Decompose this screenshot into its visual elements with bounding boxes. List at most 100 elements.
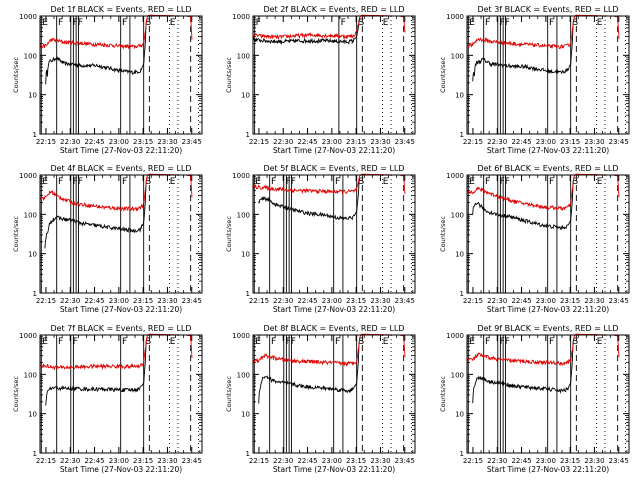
x-tick-label: 22:45 (297, 297, 317, 305)
x-tick-label: 23:15 (560, 297, 580, 305)
event-marker-label: E (383, 337, 389, 347)
y-tick-label: 100 (24, 211, 37, 219)
x-tick-label: 23:45 (182, 457, 202, 465)
x-tick-label: 23:30 (370, 297, 390, 305)
x-tick-label: 22:15 (249, 138, 269, 146)
event-marker-label: E (597, 18, 603, 28)
x-tick-label: 22:30 (487, 297, 507, 305)
y-tick-label: 10 (28, 411, 37, 419)
event-marker-label: S (358, 177, 364, 187)
event-marker-label: F (485, 18, 490, 28)
x-tick-label: 22:45 (297, 138, 317, 146)
event-marker-label: F (256, 18, 261, 28)
x-tick-label: 22:15 (36, 138, 56, 146)
x-axis-label: Start Time (27-Nov-03 22:11:20) (273, 305, 395, 314)
event-marker-label: F (335, 177, 340, 187)
panel-det-5: Det 5f BLACK = Events, RED = LLD 1 10 100 10… (225, 164, 416, 314)
y-tick-label: 1000 (446, 13, 464, 21)
series-events-line (252, 17, 361, 46)
x-tick-label: 22:15 (249, 457, 269, 465)
panel-title: Det 5f BLACK = Events, RED = LLD (263, 164, 404, 173)
series-events-line (45, 19, 148, 85)
x-axis-label: Start Time (27-Nov-03 22:11:20) (487, 146, 609, 155)
plot-frame (466, 15, 630, 135)
x-tick-label: 22:45 (84, 138, 104, 146)
event-marker-label: FF (73, 18, 83, 28)
plot-frame (466, 334, 630, 454)
panel-det-9: Det 9f BLACK = Events, RED = LLD 1 10 100 10… (439, 324, 630, 474)
x-tick-label: 23:00 (109, 297, 129, 305)
event-marker-label: S (572, 177, 578, 187)
x-tick-label: 22:45 (511, 138, 531, 146)
plot-frame (252, 174, 416, 294)
x-tick-label: 22:45 (84, 297, 104, 305)
event-marker-label: E (42, 337, 48, 347)
panel-det-7: Det 7f BLACK = Events, RED = LLD 1 10 100 10… (12, 324, 203, 474)
event-marker-label: FF (73, 177, 83, 187)
panel-det-1: Det 1f BLACK = Events, RED = LLD 1 10 100 10… (12, 5, 203, 155)
y-tick-label: 1 (460, 290, 464, 298)
event-marker-label: F (58, 337, 63, 347)
event-marker-label: E (383, 18, 389, 28)
y-tick-label: 1 (246, 450, 250, 458)
x-tick-label: 22:15 (36, 297, 56, 305)
series-events-line (45, 338, 148, 406)
event-marker-label: F (271, 177, 276, 187)
event-marker-label: F (58, 18, 63, 28)
x-tick-label: 22:30 (487, 457, 507, 465)
y-tick-label: 1 (33, 450, 37, 458)
x-tick-label: 23:45 (182, 297, 202, 305)
x-tick-label: 23:30 (584, 457, 604, 465)
series-events-line (472, 19, 575, 82)
x-axis-label: Start Time (27-Nov-03 22:11:20) (487, 465, 609, 474)
series-events-line (258, 178, 361, 221)
x-tick-label: 23:15 (346, 457, 366, 465)
y-tick-label: 10 (241, 92, 250, 100)
y-tick-label: 10 (455, 251, 464, 259)
event-marker-label: S (572, 18, 578, 28)
event-marker-label: E (170, 177, 176, 187)
event-marker-label: S (145, 337, 151, 347)
event-marker-label: FF (500, 337, 510, 347)
y-axis-label: Counts/sec (225, 57, 233, 93)
x-tick-label: 23:30 (157, 457, 177, 465)
y-tick-label: 1 (246, 131, 250, 139)
panel-det-6: Det 6f BLACK = Events, RED = LLD 1 10 100 10… (439, 164, 630, 314)
event-marker-label: E (170, 18, 176, 28)
x-tick-label: 22:30 (60, 138, 80, 146)
plot-frame (252, 334, 416, 454)
y-axis-label: Counts/sec (225, 216, 233, 252)
x-tick-label: 23:15 (133, 138, 153, 146)
event-marker-label: E (255, 337, 261, 347)
panel-det-2: Det 2f BLACK = Events, RED = LLD 1 10 100 10… (225, 5, 416, 155)
x-axis-label: Start Time (27-Nov-03 22:11:20) (60, 305, 182, 314)
plot-frame (39, 15, 203, 135)
x-tick-label: 23:45 (395, 457, 415, 465)
event-marker-label: S (572, 337, 578, 347)
plot-frame (252, 15, 416, 135)
x-tick-label: 22:15 (36, 457, 56, 465)
y-tick-label: 1000 (446, 332, 464, 340)
event-marker-label: F (549, 18, 554, 28)
x-tick-label: 23:00 (536, 457, 556, 465)
y-tick-label: 100 (24, 371, 37, 379)
event-marker-label: E (469, 337, 475, 347)
x-tick-label: 22:30 (60, 297, 80, 305)
x-tick-label: 23:15 (133, 297, 153, 305)
x-axis-label: Start Time (27-Nov-03 22:11:20) (273, 146, 395, 155)
panel-title: Det 1f BLACK = Events, RED = LLD (50, 5, 191, 14)
y-tick-label: 1000 (232, 13, 250, 21)
y-tick-label: 10 (241, 251, 250, 259)
x-tick-label: 22:30 (273, 138, 293, 146)
y-tick-label: 1000 (19, 332, 37, 340)
y-tick-label: 1 (460, 450, 464, 458)
x-tick-label: 23:30 (370, 138, 390, 146)
x-tick-label: 23:15 (133, 457, 153, 465)
event-marker-label: F (341, 18, 346, 28)
event-marker-label: E (42, 18, 48, 28)
x-tick-label: 23:00 (322, 457, 342, 465)
x-tick-label: 23:45 (182, 138, 202, 146)
y-tick-label: 1000 (232, 172, 250, 180)
y-tick-label: 100 (237, 211, 250, 219)
